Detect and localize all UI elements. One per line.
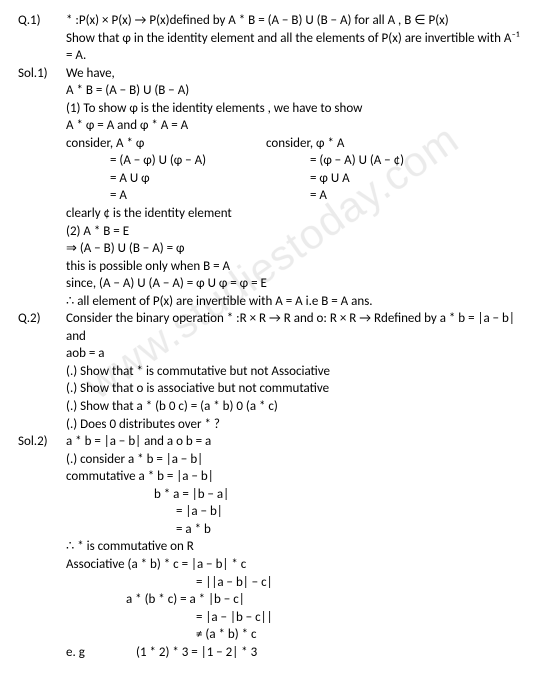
- s1-l13: since, (A − A) U (A − A) = φ U φ = φ = E: [66, 275, 525, 293]
- s1-l6a: = (A − φ) U (φ − A): [66, 152, 310, 170]
- s1-l11: ⇒ (A − B) U (B − A) = φ: [66, 240, 525, 258]
- s2-l7: ∴ * is commutative on R: [66, 538, 525, 556]
- s2-l3: commutative a * b = |a − b|: [66, 468, 525, 486]
- s2-l10: a * (b * c) = a * |b − c|: [66, 591, 525, 609]
- s2-label: Sol.2): [18, 433, 66, 661]
- q2-label: Q.2): [18, 310, 66, 433]
- s2-l5: = |a − b|: [66, 503, 525, 521]
- s2-l13b: (1 * 2) * 3 = |1 − 2| * 3: [136, 644, 257, 662]
- s1-l3: (1) To show φ is the identity elements ,…: [66, 100, 525, 118]
- s2-l2: (.) consider a * b = |a − b|: [66, 451, 525, 469]
- s2-l9: = ||a − b| − c|: [66, 574, 525, 592]
- q2-l3: (.) Show that * is commutative but not A…: [66, 363, 525, 381]
- s1-l5b: consider, φ * A: [266, 135, 525, 153]
- s2-l12: ≠ (a * b) * c: [66, 626, 525, 644]
- s1-l7a: = A U φ: [66, 170, 310, 188]
- s1-l6b: = (φ − A) U (A − ¢): [310, 152, 525, 170]
- s1-l9: clearly ¢ is the identity element: [66, 205, 525, 223]
- q2-l6: (.) Does 0 distributes over * ?: [66, 416, 525, 434]
- q1-line2: Show that φ in the identity element and …: [66, 30, 525, 65]
- s2-l11: = |a − |b − c||: [66, 609, 525, 627]
- s2-l1: a * b = |a − b| and a o b = a: [66, 433, 525, 451]
- s1-l2: A * B = (A − B) U (B − A): [66, 82, 525, 100]
- s1-l1: We have,: [66, 65, 525, 83]
- s1-l7b: = φ U A: [310, 170, 525, 188]
- s1-l4: A * φ = A and φ * A = A: [66, 117, 525, 135]
- s1-l5a: consider, A * φ: [66, 135, 266, 153]
- s1-l10: (2) A * B = E: [66, 223, 525, 241]
- s2-l8: Associative (a * b) * c = |a − b| * c: [66, 556, 525, 574]
- s2-l6: = a * b: [66, 521, 525, 539]
- s1-l14: ∴ all element of P(x) are invertible wit…: [66, 293, 525, 311]
- s1-label: Sol.1): [18, 65, 66, 311]
- q1-label: Q.1): [18, 12, 66, 65]
- s2-l13a: e. g: [66, 644, 136, 662]
- s1-l12: this is possible only when B = A: [66, 258, 525, 276]
- s1-l8a: = A: [66, 187, 310, 205]
- s2-l4: b * a = |b − a|: [66, 486, 525, 504]
- q2-l5: (.) Show that a * (b 0 c) = (a * b) 0 (a…: [66, 398, 525, 416]
- q1-line1: * :P(x) × P(x) → P(x)defined by A * B = …: [66, 12, 525, 30]
- q2-l1: Consider the binary operation * :R × R →…: [66, 310, 525, 345]
- q2-l4: (.) Show that o is associative but not c…: [66, 380, 525, 398]
- q2-l2: aob = a: [66, 345, 525, 363]
- s1-l8b: = A: [310, 187, 525, 205]
